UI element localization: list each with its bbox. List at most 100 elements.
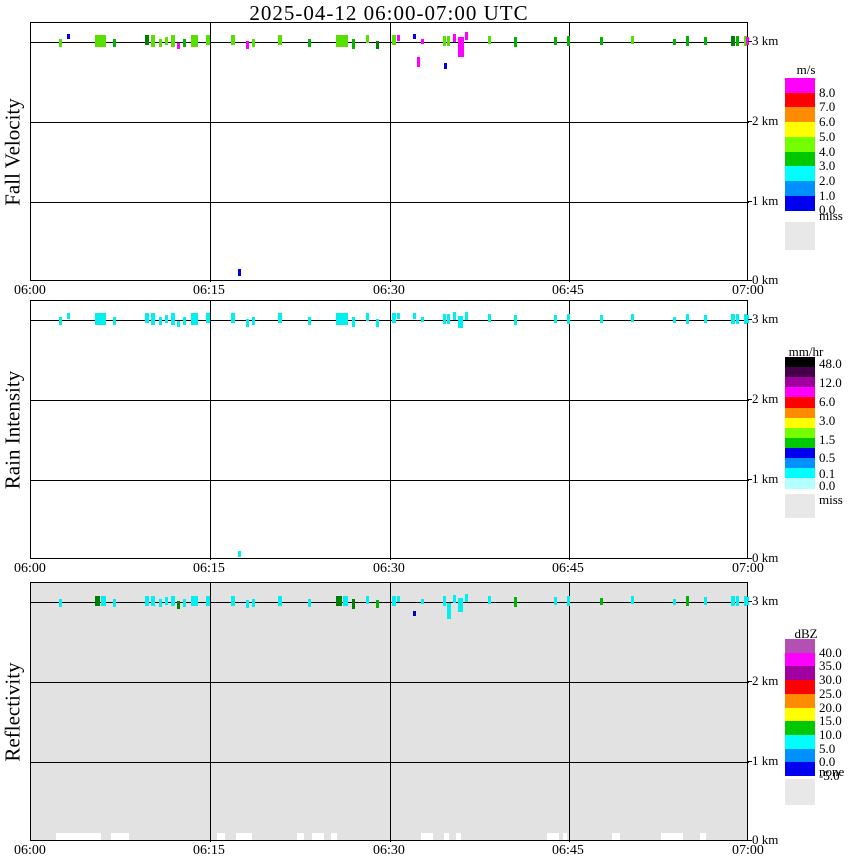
legend-swatch bbox=[785, 180, 815, 196]
echo-mark bbox=[246, 319, 249, 327]
echo-mark bbox=[447, 603, 451, 619]
echo-mark bbox=[177, 43, 180, 49]
echo-mark bbox=[600, 598, 603, 605]
echo-mark bbox=[165, 597, 168, 605]
echo-mark bbox=[113, 39, 116, 47]
gridline-vertical bbox=[569, 583, 570, 842]
gridline-vertical bbox=[569, 301, 570, 560]
echo-mark bbox=[465, 32, 468, 40]
echo-mark bbox=[731, 596, 735, 606]
legend-swatch bbox=[785, 734, 815, 749]
legend-tick-label: 10.0 bbox=[819, 726, 842, 742]
gridline-vertical bbox=[390, 23, 391, 282]
y-axis-label-rain-intensity: Rain Intensity bbox=[0, 370, 25, 489]
legend-swatch bbox=[785, 136, 815, 152]
echo-mark bbox=[567, 36, 570, 46]
echo-mark bbox=[563, 833, 567, 840]
time-tick-label: 06:45 bbox=[552, 561, 584, 576]
echo-mark bbox=[56, 833, 101, 840]
echo-mark bbox=[421, 317, 424, 322]
echo-mark bbox=[736, 596, 739, 606]
echo-mark bbox=[366, 313, 369, 321]
legend-tick-label: 15.0 bbox=[819, 713, 842, 729]
echo-mark bbox=[183, 599, 186, 607]
legend-swatch bbox=[785, 417, 815, 429]
time-tick-label: 06:15 bbox=[193, 283, 225, 298]
echo-mark bbox=[297, 833, 304, 840]
time-tick-label: 07:00 bbox=[732, 283, 764, 298]
echo-mark bbox=[308, 599, 311, 607]
height-tick bbox=[748, 280, 752, 281]
echo-mark bbox=[165, 37, 168, 45]
legend-tick-label: 0.0 bbox=[819, 478, 836, 493]
legend-swatch bbox=[785, 468, 815, 480]
echo-mark bbox=[443, 596, 446, 606]
echo-mark bbox=[704, 315, 707, 323]
time-tick-label: 07:00 bbox=[732, 843, 764, 858]
height-tick-label: 1 km bbox=[752, 193, 779, 208]
echo-mark bbox=[488, 314, 491, 322]
echo-mark bbox=[206, 313, 210, 323]
echo-mark bbox=[704, 597, 707, 605]
echo-mark bbox=[746, 315, 749, 323]
echo-mark bbox=[700, 833, 706, 840]
echo-mark bbox=[547, 833, 559, 840]
echo-mark bbox=[397, 313, 400, 319]
legend-tick-label: 0.5 bbox=[819, 450, 836, 465]
echo-mark bbox=[171, 35, 175, 47]
echo-mark bbox=[631, 596, 634, 604]
echo-mark bbox=[417, 57, 420, 67]
echo-mark bbox=[151, 35, 155, 47]
echo-mark bbox=[458, 37, 464, 57]
echo-mark bbox=[447, 314, 450, 324]
legend-swatch bbox=[785, 437, 815, 449]
echo-mark bbox=[514, 597, 517, 607]
legend-swatch bbox=[785, 357, 815, 368]
echo-mark bbox=[67, 34, 70, 39]
echo-mark bbox=[67, 313, 70, 319]
echo-mark bbox=[206, 596, 210, 606]
gridline-vertical bbox=[569, 23, 570, 282]
legend-tick-label: 20.0 bbox=[819, 699, 842, 715]
height-tick bbox=[748, 840, 752, 841]
echo-mark bbox=[206, 35, 210, 45]
legend-tick-label: 25.0 bbox=[819, 685, 842, 701]
legend-tick-label: 6.0 bbox=[819, 114, 836, 130]
height-tick-label: 1 km bbox=[752, 753, 779, 768]
echo-mark bbox=[183, 317, 186, 325]
legend-title-rain-intensity: mm/hr bbox=[788, 344, 824, 359]
height-tick-label: 0 km bbox=[752, 550, 779, 565]
echo-mark bbox=[95, 35, 106, 47]
echo-mark bbox=[252, 317, 255, 325]
echo-mark bbox=[661, 833, 683, 840]
legend-tick-label: 30.0 bbox=[819, 672, 842, 688]
legend-swatch bbox=[785, 367, 815, 379]
echo-mark bbox=[453, 595, 456, 603]
echo-mark bbox=[246, 41, 249, 49]
echo-mark bbox=[443, 314, 446, 324]
echo-mark bbox=[217, 833, 225, 840]
height-tick-label: 3 km bbox=[752, 593, 779, 608]
echo-mark bbox=[151, 313, 155, 325]
echo-mark bbox=[336, 35, 348, 47]
legend-missing-swatch bbox=[785, 779, 815, 805]
legend-swatch bbox=[785, 407, 815, 419]
height-tick bbox=[748, 601, 752, 602]
echo-mark bbox=[453, 312, 456, 320]
echo-mark bbox=[704, 37, 707, 45]
echo-mark bbox=[191, 313, 198, 325]
echo-mark bbox=[465, 312, 468, 320]
legend-swatch bbox=[785, 427, 815, 439]
echo-mark bbox=[191, 35, 198, 47]
legend-tick-label: 0.0 bbox=[819, 202, 836, 218]
echo-mark bbox=[686, 36, 689, 46]
legend-tick-label: 48.0 bbox=[819, 356, 842, 371]
echo-mark bbox=[111, 833, 129, 840]
echo-mark bbox=[308, 39, 311, 47]
echo-mark bbox=[456, 833, 461, 840]
height-tick bbox=[748, 41, 752, 42]
legend-missing-label: miss bbox=[819, 492, 843, 507]
legend-swatch bbox=[785, 151, 815, 167]
height-tick-label: 0 km bbox=[752, 832, 779, 847]
